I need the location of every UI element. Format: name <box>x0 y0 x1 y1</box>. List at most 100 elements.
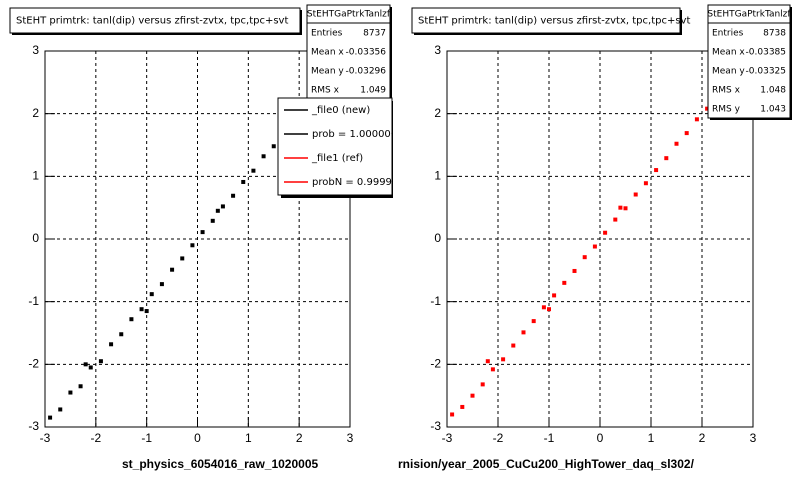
point <box>485 359 490 364</box>
point <box>450 412 455 417</box>
y-tick-label: -1 <box>28 294 39 308</box>
point <box>541 305 546 310</box>
legend-label: prob = 1.000000 <box>312 129 397 140</box>
point <box>83 362 88 367</box>
point <box>654 168 659 173</box>
point <box>210 218 215 223</box>
point <box>119 332 124 337</box>
point <box>170 267 175 272</box>
legend-label: _file0 (new) <box>311 105 370 116</box>
y-tick-label: 2 <box>32 106 39 120</box>
pad: -3 -2 -1 0 1 2 3 -3 -2 -1 0 1 2 3 st_physics_6054016_r… <box>9 4 398 471</box>
stats-label: Entries <box>311 29 343 39</box>
x-axis-label: st_physics_6054016_raw_1020005 <box>122 457 318 471</box>
pad: -3 -2 -1 0 1 2 3 -3 -2 -1 0 1 2 3 rnision/year_2005_Cu… <box>398 4 792 471</box>
point <box>109 342 114 347</box>
stats-label: Mean y <box>712 67 745 77</box>
point <box>618 205 623 210</box>
point <box>149 292 154 297</box>
point <box>572 268 577 273</box>
point <box>643 181 648 186</box>
point <box>159 282 164 287</box>
title-box <box>9 7 301 34</box>
chart-title: StEHT primtrk: tanl(dip) versus zfirst-z… <box>16 16 288 27</box>
point <box>694 117 699 122</box>
y-tick-label: -3 <box>430 419 441 433</box>
stats-box <box>707 4 791 119</box>
point <box>490 367 495 372</box>
point <box>684 131 689 136</box>
x-tick-label: 3 <box>750 431 757 445</box>
x-tick-label: -2 <box>90 431 101 445</box>
point <box>98 359 103 364</box>
y-tick-label: 1 <box>32 169 39 183</box>
stats-label: Entries <box>712 29 744 39</box>
y-tick-label: -3 <box>28 419 39 433</box>
point <box>139 307 144 312</box>
point <box>603 230 608 235</box>
legend-label: probN = 0.99998 <box>312 177 398 188</box>
point <box>623 206 628 211</box>
stats-value: 8737 <box>363 29 386 39</box>
stats-label: RMS y <box>712 105 741 115</box>
point <box>261 154 266 159</box>
point <box>231 193 236 198</box>
point <box>144 309 149 314</box>
point <box>592 244 597 249</box>
point <box>562 280 567 285</box>
y-tick-label: 0 <box>434 231 441 245</box>
point <box>241 179 246 184</box>
point <box>511 343 516 348</box>
point <box>547 307 551 312</box>
y-tick-label: -2 <box>28 357 39 371</box>
stats-value: -0.03385 <box>746 48 786 58</box>
x-tick-label: 0 <box>597 431 604 445</box>
stats-label: RMS x <box>712 86 741 96</box>
point <box>705 106 710 111</box>
point <box>78 384 83 389</box>
x-tick-label: 2 <box>296 431 303 445</box>
x-tick-label: 1 <box>245 431 252 445</box>
y-tick-label: 3 <box>434 43 441 57</box>
point <box>633 192 638 197</box>
point <box>531 319 536 324</box>
stats-header: StEHTGaPtrkTanlzf <box>707 10 791 20</box>
point <box>190 243 195 248</box>
legend-label: _file1 (ref) <box>311 153 363 164</box>
stats-label: Mean x <box>311 48 344 58</box>
stats-label: RMS x <box>311 86 340 96</box>
point <box>480 382 485 387</box>
point <box>200 230 205 235</box>
point <box>88 365 93 370</box>
point <box>48 415 53 420</box>
point <box>180 256 185 261</box>
stats-value: -0.03356 <box>346 48 387 58</box>
legend-box <box>277 97 393 196</box>
x-tick-label: -3 <box>40 431 51 445</box>
stats-value: 1.043 <box>760 105 786 115</box>
y-tick-label: -2 <box>430 357 441 371</box>
stats-label: Mean y <box>311 67 344 77</box>
point <box>470 393 475 398</box>
point <box>521 330 526 335</box>
chart-title: StEHT primtrk: tanl(dip) versus zfirst-z… <box>418 16 690 27</box>
x-tick-label: -1 <box>141 431 152 445</box>
x-tick-label: 3 <box>347 431 354 445</box>
stats-value: 8738 <box>763 29 786 39</box>
x-tick-label: 1 <box>648 431 655 445</box>
point <box>460 404 465 409</box>
stats-value: -0.03325 <box>746 67 786 77</box>
x-tick-label: -2 <box>493 431 504 445</box>
y-tick-label: -1 <box>430 294 441 308</box>
stats-box <box>306 4 391 100</box>
point <box>552 293 557 298</box>
stats-value: -0.03296 <box>346 67 387 77</box>
point <box>215 208 220 213</box>
stats-label: Mean x <box>712 48 745 58</box>
point <box>251 168 256 173</box>
stats-value: 1.048 <box>760 86 786 96</box>
point <box>664 156 669 161</box>
y-tick-label: 3 <box>32 43 39 57</box>
point <box>220 204 225 209</box>
x-tick-label: 0 <box>194 431 201 445</box>
